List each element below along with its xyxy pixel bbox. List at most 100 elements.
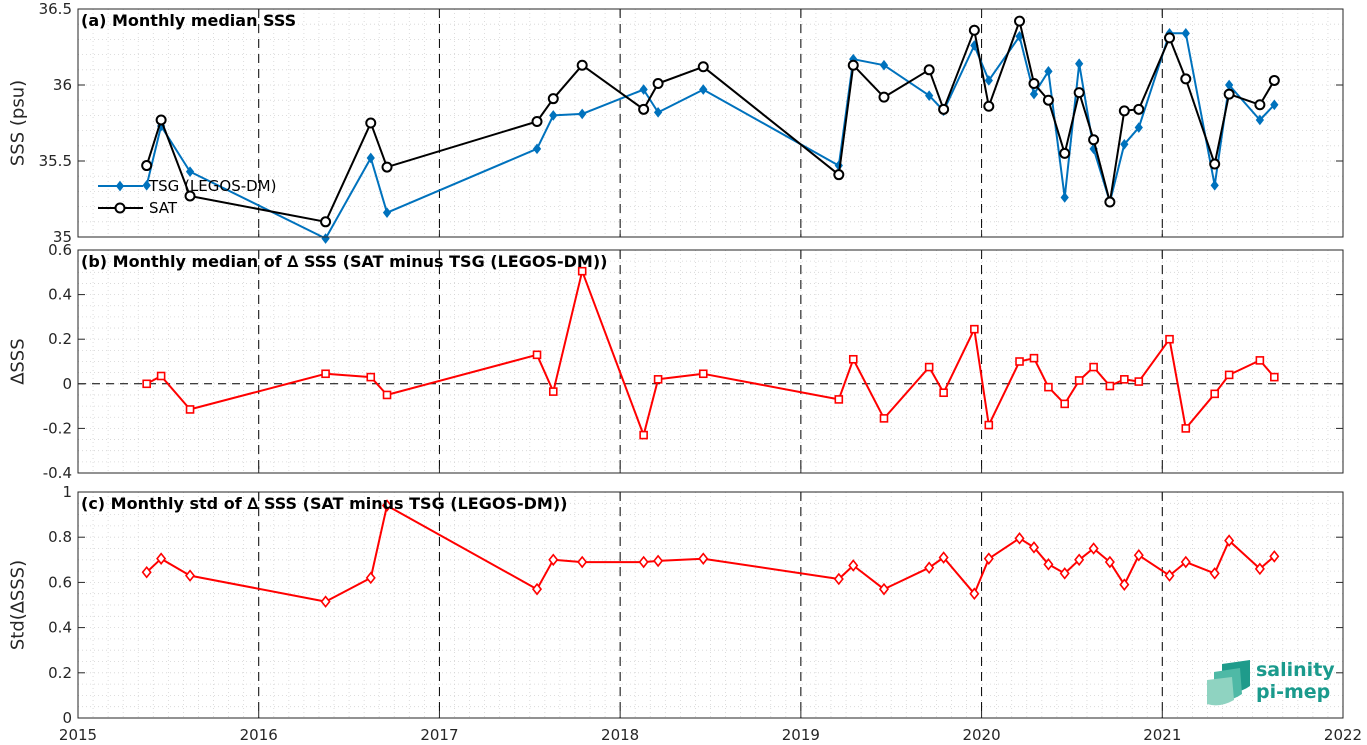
panel-a-sat-point: [155, 114, 167, 126]
panel-c-delta-sss-point: [1074, 553, 1085, 567]
x-tick-label: 2019: [782, 726, 820, 744]
panel-a-tsg-point: [549, 110, 558, 121]
panel-a-tsg-point: [532, 143, 542, 155]
y-tick-label: 0.4: [48, 619, 72, 637]
logo-text-pi-mep: pi-mep: [1256, 681, 1330, 703]
panel-b-y-ticks: -0.4 -0.2 0 0.2 0.4 0.6: [43, 241, 1344, 482]
panel-a-sat-point: [968, 24, 980, 36]
panel-a-sat-point: [1088, 134, 1100, 146]
panel-b-delta-sss-point: [321, 369, 330, 379]
panel-c-delta-sss-point: [531, 582, 543, 596]
panel-c-delta-sss-point: [698, 552, 709, 565]
panel-b-delta-sss-point: [548, 387, 558, 396]
panel-b-delta-sss-point: [639, 430, 648, 440]
panel-a-tsg-point: [366, 152, 375, 164]
panel-b-title: (b) Monthly median of ∆ SSS (SAT minus T…: [81, 252, 607, 271]
panel-b-delta-sss-point: [142, 379, 151, 389]
panel-c-y-ticks: 0 0.2 0.4 0.6 0.8 1: [48, 483, 1344, 727]
x-tick-label: 2020: [962, 726, 1000, 744]
panel-a-legend: TSG (LEGOS-DM) SAT: [98, 177, 276, 217]
x-axis-year-ticks: 2015 2016 2017 2018 2019 2020 2021 2022: [59, 726, 1362, 744]
panel-a-sat-point: [576, 59, 588, 71]
panel-c-title: (c) Monthly std of ∆ SSS (SAT minus TSG …: [81, 494, 567, 513]
x-tick-label: 2022: [1324, 726, 1362, 744]
panel-a-sat-point: [365, 117, 377, 129]
panel-c-delta-sss-point: [1133, 548, 1144, 562]
panel-c-std-delta-sss: 00.20.40.60.81 2015 2016 2017 2018 2019 2020 2…: [8, 483, 1363, 744]
panel-a-sat-point: [878, 91, 890, 103]
panel-b-delta-sss-point: [1015, 357, 1024, 366]
panel-c-delta-sss-point: [969, 587, 980, 600]
panel-a-tsg-point: [639, 84, 648, 95]
panel-c-delta-sss-point: [1119, 578, 1130, 591]
panel-b-delta-sss-line: [146, 270, 1276, 437]
panel-b-delta-sss-point: [156, 371, 166, 381]
panel-c-delta-sss-point: [1043, 558, 1054, 571]
panel-a-tsg-point: [1060, 192, 1069, 203]
panel-c-delta-sss-point: [141, 565, 152, 579]
panel-b-y-axis-label: ∆SSS: [8, 338, 29, 385]
panel-a-sat-point: [1209, 158, 1221, 170]
panel-c-data: [141, 499, 1280, 608]
panel-a-sat-point: [184, 190, 196, 202]
y-tick-label: 0.6: [48, 573, 72, 591]
panel-a-tsg-point: [984, 75, 993, 86]
panel-b-delta-sss-point: [848, 354, 858, 364]
panel-c-delta-sss-point: [1088, 542, 1099, 555]
x-tick-label: 2021: [1143, 726, 1181, 744]
panel-b-delta-sss-point: [1105, 381, 1115, 391]
panel-c-delta-sss-point: [1014, 532, 1025, 545]
panel-c-delta-sss-point: [833, 572, 844, 586]
panel-c-delta-sss-point: [938, 551, 949, 564]
panel-a-sat-point: [1254, 99, 1266, 111]
panel-a-sat-point: [141, 160, 153, 172]
panel-a-tsg-point: [1075, 58, 1084, 70]
panel-b-delta-sss-point: [532, 350, 542, 360]
x-tick-label: 2016: [240, 726, 278, 744]
y-tick-label: 35: [53, 228, 72, 246]
panel-b-delta-sss-point: [1210, 389, 1219, 399]
panel-b-delta-sss-point: [834, 395, 844, 404]
panel-a-monthly-median-sss: 35 35.5 36 36.5 SSS (psu) (a) Monthly media…: [8, 0, 1344, 246]
y-tick-label: 0: [62, 375, 72, 393]
panel-b-delta-sss-point: [577, 266, 587, 276]
panel-c-delta-sss-point: [156, 552, 167, 565]
panel-a-y-axis-label: SSS (psu): [8, 80, 29, 166]
panel-c-delta-sss-point: [577, 555, 588, 569]
panel-a-sat-point: [847, 59, 859, 71]
panel-a-title: (a) Monthly median SSS: [81, 11, 296, 30]
panel-b-delta-sss-point: [1270, 372, 1279, 382]
panel-b-delta-sss-point: [698, 369, 708, 379]
logo-wave-mark-front: [1207, 677, 1234, 706]
panel-b-delta-sss-point: [1120, 375, 1129, 384]
panel-a-tsg-point: [382, 207, 392, 218]
panel-a-sat-point: [923, 64, 935, 76]
panel-a-sat-point: [1028, 77, 1040, 89]
panel-a-sat-point: [1118, 105, 1130, 117]
panel-c-delta-sss-point: [1180, 555, 1191, 569]
y-tick-label: 0.4: [48, 286, 72, 304]
panel-a-tsg-point: [925, 90, 934, 101]
panel-c-delta-sss-point: [983, 552, 994, 565]
panel-c-delta-sss-point: [848, 559, 859, 572]
legend-tsg-label: TSG (LEGOS-DM): [148, 177, 276, 195]
panel-a-sat-point: [1059, 147, 1071, 159]
salinity-pi-mep-logo: salinity pi-mep: [1207, 659, 1335, 706]
y-tick-label: -0.4: [43, 464, 72, 482]
panel-a-tsg-point: [653, 107, 663, 118]
legend-tsg-marker: [115, 180, 125, 192]
panel-b-delta-sss-point: [1165, 334, 1174, 344]
panel-b-delta-sss-point: [924, 362, 934, 372]
panel-c-delta-sss-line: [146, 504, 1275, 603]
panel-a-sat-point: [1268, 74, 1280, 86]
panel-b-delta-sss-point: [984, 420, 994, 430]
y-tick-label: 0.2: [48, 330, 72, 348]
panel-c-delta-sss-point: [1164, 569, 1175, 582]
panel-a-tsg-point: [185, 166, 195, 177]
panel-b-delta-sss-point: [970, 324, 979, 334]
panel-a-sat-point: [1014, 15, 1026, 27]
panel-c-grid: [77, 491, 1344, 719]
panel-a-tsg-point: [1181, 28, 1190, 39]
panel-c-delta-sss-point: [653, 554, 664, 568]
panel-a-sat-point: [381, 161, 393, 173]
